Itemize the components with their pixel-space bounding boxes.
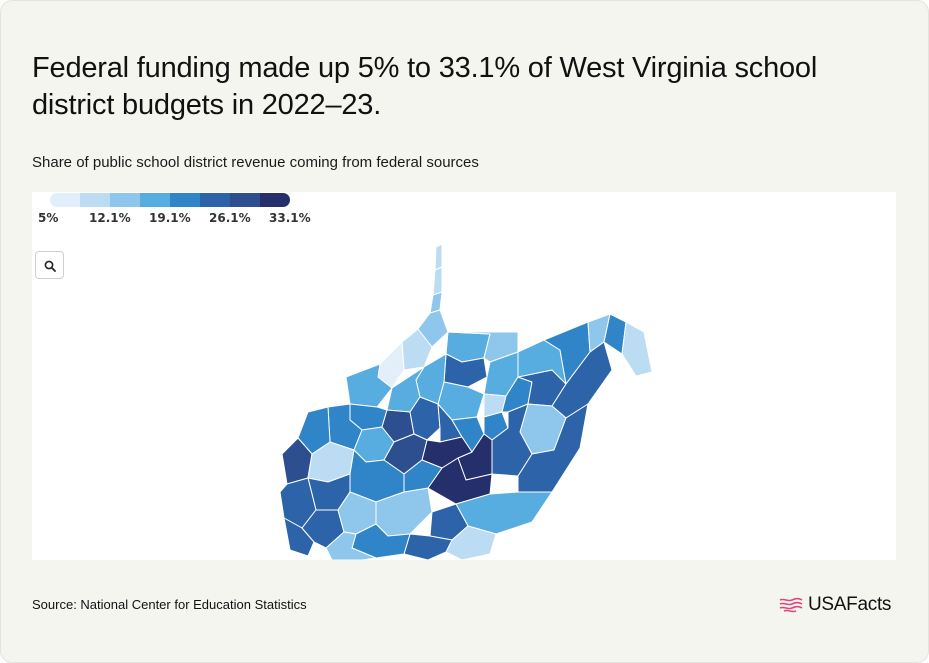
legend-label-min: 5% xyxy=(38,211,59,225)
legend-swatch-4 xyxy=(140,193,170,207)
county-pocahontas[interactable] xyxy=(517,403,589,493)
legend-label-2: 12.1% xyxy=(89,211,131,225)
legend-label-3: 19.1% xyxy=(149,211,191,225)
west-virginia-map[interactable] xyxy=(32,192,896,560)
legend-swatch-2 xyxy=(80,193,110,207)
legend-label-max: 33.1% xyxy=(269,211,311,225)
legend-swatch-8 xyxy=(260,193,290,207)
legend-swatch-1 xyxy=(50,193,80,207)
county-mcdowell[interactable] xyxy=(325,531,377,560)
flag-icon xyxy=(779,597,803,613)
county-layer[interactable] xyxy=(279,243,653,560)
chart-subtitle: Share of public school district revenue … xyxy=(32,154,479,171)
county-mingo[interactable] xyxy=(283,517,315,557)
search-icon xyxy=(44,260,56,272)
county-brooke[interactable] xyxy=(432,266,443,296)
usafacts-logo[interactable]: USAFacts xyxy=(779,594,891,616)
legend-swatch-6 xyxy=(200,193,230,207)
county-nicholas[interactable] xyxy=(427,457,493,505)
map-panel[interactable] xyxy=(32,192,896,560)
chart-title: Federal funding made up 5% to 33.1% of W… xyxy=(32,52,818,121)
county-marshall[interactable] xyxy=(417,309,449,348)
legend-swatch-3 xyxy=(110,193,140,207)
legend-label-4: 26.1% xyxy=(209,211,251,225)
county-jefferson[interactable] xyxy=(621,321,653,377)
legend-swatch-5 xyxy=(170,193,200,207)
zoom-button[interactable] xyxy=(35,251,64,279)
legend-color-scale xyxy=(50,193,290,207)
legend-swatch-7 xyxy=(230,193,260,207)
logo-text: USAFacts xyxy=(808,594,892,615)
county-hancock[interactable] xyxy=(434,243,443,271)
source-note: Source: National Center for Education St… xyxy=(32,597,307,612)
county-fayette[interactable] xyxy=(403,459,443,493)
